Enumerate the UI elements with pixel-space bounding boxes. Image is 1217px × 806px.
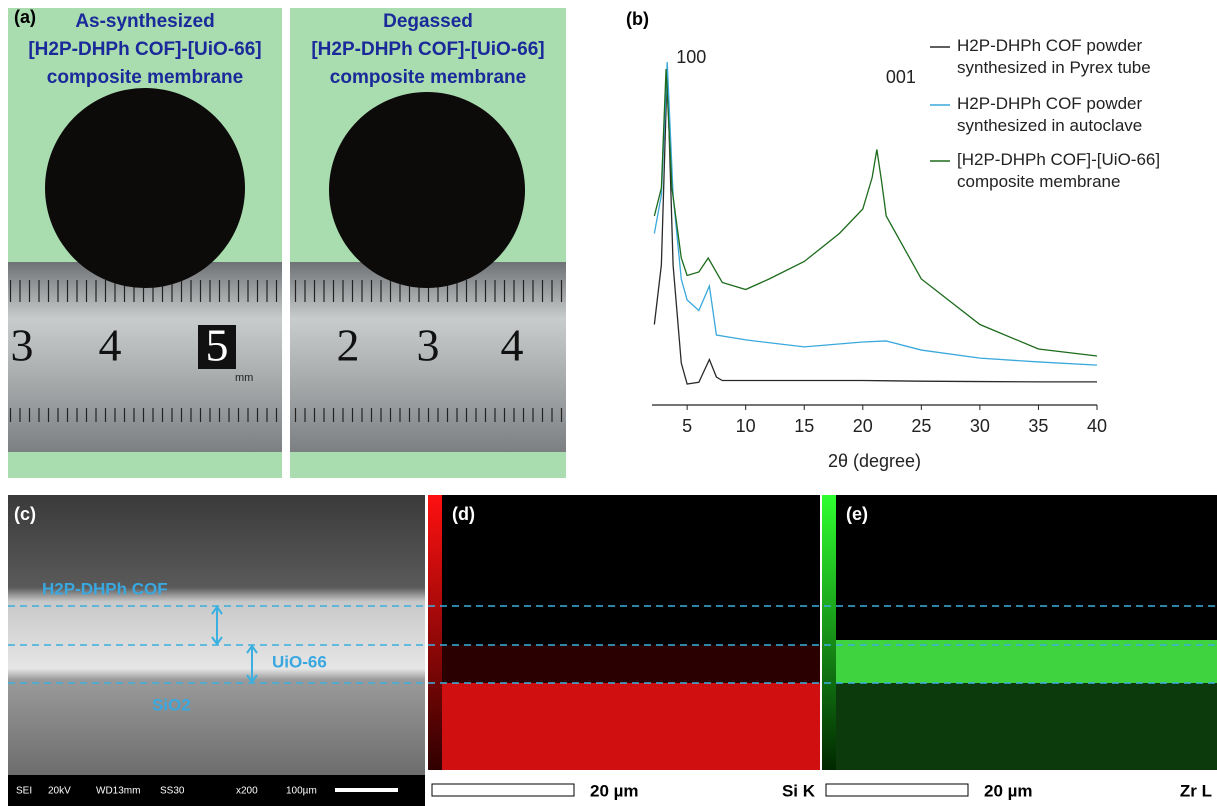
- sem-info: SEI: [16, 786, 32, 797]
- panel-label: (d): [452, 504, 475, 524]
- layer-label: UiO-66: [272, 652, 327, 671]
- x-tick-label: 15: [794, 416, 814, 436]
- photo-title: composite membrane: [47, 67, 243, 88]
- scale-label: 20 µm: [984, 781, 1033, 800]
- element-label: Zr L: [1180, 781, 1212, 800]
- zr-region-faint: [836, 683, 1217, 770]
- sem-info: x200: [236, 786, 258, 797]
- photo-title: composite membrane: [330, 67, 526, 88]
- x-tick-label: 40: [1087, 416, 1107, 436]
- membrane: [329, 92, 525, 288]
- si-region: [442, 683, 820, 770]
- color-bar: [428, 495, 442, 770]
- arrow-head: [211, 605, 223, 646]
- x-tick-label: 35: [1028, 416, 1048, 436]
- ruler-ticks: [290, 408, 566, 430]
- x-tick-label: 20: [853, 416, 873, 436]
- x-axis-label: 2θ (degree): [828, 451, 921, 471]
- si-region-faint: [442, 645, 820, 683]
- layer-label: SiO2: [152, 695, 191, 714]
- photo-title: As-synthesized: [75, 11, 214, 32]
- arrow-head: [246, 644, 258, 684]
- x-tick-label: 5: [682, 416, 692, 436]
- legend-label: H2P-DHPh COF powder synthesized in Pyrex…: [957, 36, 1151, 77]
- series-line: [653, 61, 1098, 366]
- ruler-unit: mm: [235, 372, 253, 384]
- legend-label: H2P-DHPh COF powder synthesized in autoc…: [957, 94, 1143, 135]
- series-line: [653, 68, 1098, 357]
- layer-label: H2P-DHPh COF: [42, 579, 168, 598]
- ruler-number: 5: [206, 320, 229, 371]
- panel-label: (e): [846, 504, 868, 524]
- x-tick-label: 30: [970, 416, 990, 436]
- ruler-ticks: [8, 408, 282, 430]
- thickness-arrows: [211, 605, 258, 684]
- panel-label: (c): [14, 504, 36, 524]
- scale-label: 20 µm: [590, 781, 639, 800]
- photo-title: Degassed: [383, 11, 473, 32]
- ruler-number: 3: [417, 320, 440, 371]
- peak-label: 100: [676, 47, 706, 67]
- photo-panel-a: [8, 8, 566, 478]
- panel-label: (a): [14, 7, 36, 27]
- sem-info: SS30: [160, 786, 185, 797]
- layer-lines: [8, 605, 1217, 684]
- element-label: Si K: [782, 781, 816, 800]
- x-tick-label: 10: [736, 416, 756, 436]
- scale-bar: [431, 783, 575, 797]
- ruler-number: 4: [99, 320, 122, 371]
- sem-info: 100µm: [286, 786, 317, 797]
- membrane: [45, 88, 245, 288]
- legend-label: [H2P-DHPh COF]-[UiO-66] composite membra…: [957, 150, 1161, 191]
- series-line: [653, 68, 1097, 385]
- ruler-ticks: [290, 280, 566, 302]
- peak-label: 001: [886, 67, 916, 87]
- ruler-highlight: [198, 325, 236, 369]
- ruler-number: 2: [337, 320, 360, 371]
- ruler-number: 3: [11, 320, 34, 371]
- scale-bar: [825, 783, 969, 797]
- photo-title: [H2P-DHPh COF]-[UiO-66]: [311, 39, 544, 60]
- sem-info: WD13mm: [96, 786, 140, 797]
- panel-label: (b): [626, 9, 649, 29]
- zr-region: [836, 640, 1217, 683]
- ruler-ticks: [8, 280, 282, 302]
- sem-info: 20kV: [48, 786, 71, 797]
- photo-title: [H2P-DHPh COF]-[UiO-66]: [28, 39, 261, 60]
- ruler-number: 4: [501, 320, 524, 371]
- x-tick-label: 25: [911, 416, 931, 436]
- color-bar: [822, 495, 836, 770]
